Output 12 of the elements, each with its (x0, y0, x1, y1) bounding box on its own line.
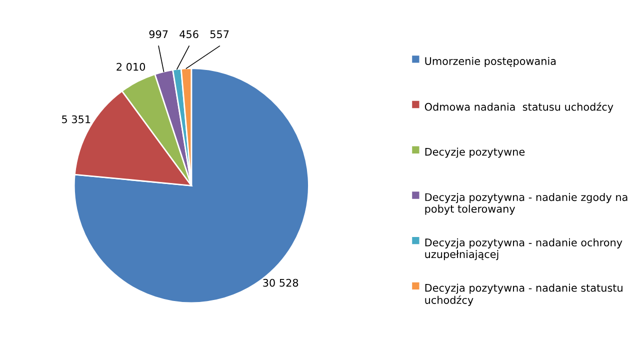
data-label: 5 351 (62, 115, 90, 124)
legend-label: Decyzje pozytywne (425, 148, 525, 158)
legend-label: Decyzja pozytywna - nadanie ochrony uzupełniającej (425, 238, 622, 260)
data-label: 557 (210, 30, 229, 38)
data-label: 30 528 (263, 278, 298, 287)
data-label: 2 010 (116, 62, 146, 71)
legend-label: Odmowa nadania statusu uchodźcy (424, 102, 614, 113)
legend-label: Decyzja pozytywna - nadanie statustu uchodźcy (425, 284, 622, 306)
data-label: 456 (180, 30, 198, 38)
data-label: 997 (149, 30, 168, 38)
legend-label: Umorzenie postępowania (425, 56, 556, 68)
legend-label: Decyzja pozytywna - nadanie zgody na pobyt tolerowany (425, 193, 628, 215)
